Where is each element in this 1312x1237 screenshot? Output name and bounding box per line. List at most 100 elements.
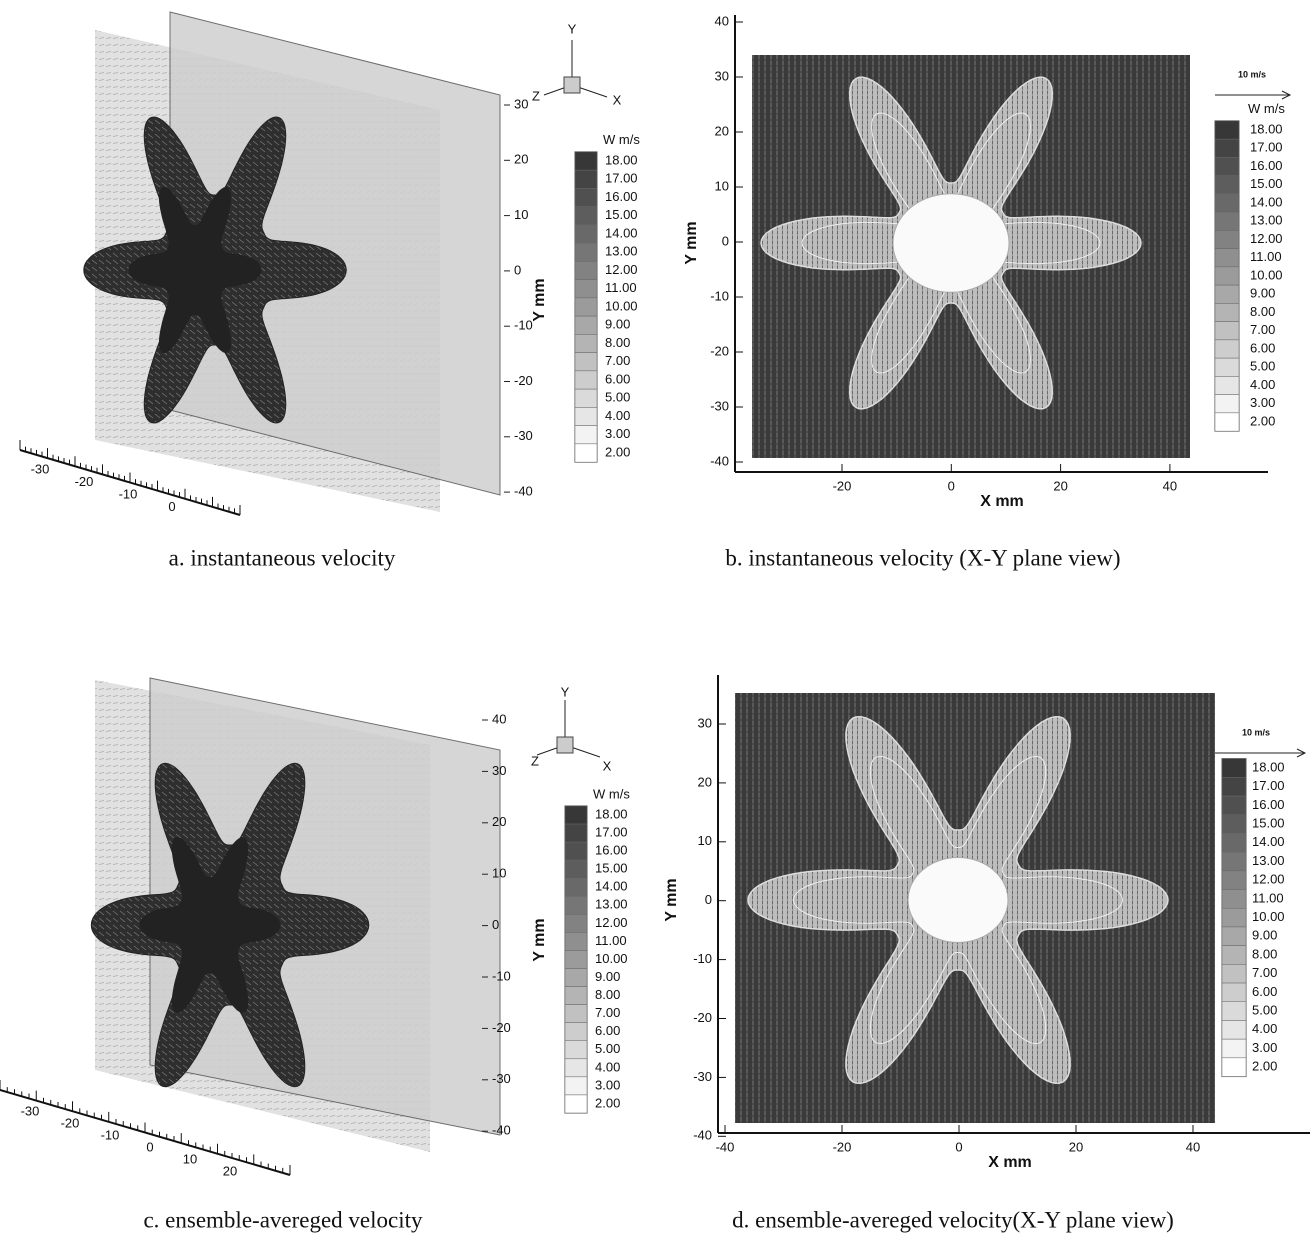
- legend-swatch: [1222, 1058, 1246, 1077]
- y-tick-label: -40: [492, 1123, 511, 1138]
- legend-swatch: [575, 353, 597, 371]
- legend-label: 4.00: [1250, 377, 1275, 392]
- y-tick-label: -30: [514, 428, 533, 443]
- y-axis-label: Y mm: [531, 278, 548, 321]
- triad-cube: [557, 737, 573, 753]
- legend-swatch: [565, 1095, 587, 1113]
- legend-swatch: [565, 914, 587, 932]
- legend-swatch: [575, 170, 597, 188]
- legend-swatch: [575, 426, 597, 444]
- x-tick-label: -20: [75, 474, 94, 489]
- legend-swatch: [575, 225, 597, 243]
- legend-swatch: [565, 806, 587, 824]
- legend-swatch: [1222, 871, 1246, 890]
- legend-swatch: [575, 334, 597, 352]
- legend-swatch: [1222, 833, 1246, 852]
- legend-swatch: [575, 243, 597, 261]
- y-tick-label: 20: [492, 814, 506, 829]
- legend-label: 6.00: [595, 1023, 620, 1038]
- legend-label: 3.00: [1250, 395, 1275, 410]
- legend-label: 2.00: [595, 1095, 620, 1110]
- legend-label: 2.00: [1252, 1059, 1277, 1074]
- x-tick-label: 10: [183, 1151, 197, 1166]
- legend-swatch: [1222, 983, 1246, 1002]
- y-axis-label: Y mm: [683, 221, 700, 264]
- legend-swatch: [1222, 777, 1246, 796]
- y-tick-label: -10: [492, 968, 511, 983]
- legend-swatch: [575, 389, 597, 407]
- legend-swatch: [1215, 413, 1239, 431]
- legend-label: 17.00: [605, 171, 638, 186]
- y-tick-label: 30: [492, 763, 506, 778]
- legend-label: 10.00: [1252, 909, 1285, 924]
- legend-swatch: [1222, 964, 1246, 983]
- legend-swatch: [1222, 890, 1246, 909]
- legend-swatch: [575, 316, 597, 334]
- legend-label: 5.00: [1252, 1003, 1277, 1018]
- legend-label: 15.00: [1252, 816, 1285, 831]
- legend-label: 11.00: [1252, 890, 1284, 905]
- legend-label: 10.00: [595, 951, 628, 966]
- legend-label: 18.00: [1250, 121, 1283, 136]
- legend-label: 17.00: [1250, 140, 1283, 155]
- legend-label: 7.00: [1250, 322, 1275, 337]
- x-tick-label: -30: [31, 461, 50, 476]
- legend-swatch: [565, 987, 587, 1005]
- legend-label: 11.00: [1250, 249, 1282, 264]
- x-axis-label: X mm: [980, 493, 1024, 510]
- y-tick-label: -40: [693, 1128, 712, 1143]
- legend-label: 9.00: [1250, 286, 1275, 301]
- legend-swatch: [575, 280, 597, 298]
- legend-swatch: [1215, 376, 1239, 394]
- y-tick-label: 10: [514, 207, 528, 222]
- legend-label: 3.00: [605, 426, 630, 441]
- legend-label: 5.00: [605, 390, 630, 405]
- legend-swatch: [565, 1023, 587, 1041]
- y-tick-label: 20: [698, 774, 712, 789]
- y-tick-label: 10: [698, 833, 712, 848]
- triad-label: X: [613, 92, 622, 107]
- legend-swatch: [1222, 1002, 1246, 1021]
- legend-label: 4.00: [595, 1059, 620, 1074]
- legend-swatch: [1222, 815, 1246, 834]
- legend-label: 9.00: [1252, 928, 1277, 943]
- legend-swatch: [565, 842, 587, 860]
- legend-label: 18.00: [605, 152, 638, 167]
- x-tick-label: 0: [168, 499, 175, 514]
- legend-label: 15.00: [1250, 176, 1283, 191]
- y-tick-label: -20: [492, 1020, 511, 1035]
- y-tick-label: 10: [492, 866, 506, 881]
- legend-swatch: [1215, 157, 1239, 175]
- y-tick-label: -20: [693, 1010, 712, 1025]
- caption: b. instantaneous velocity (X-Y plane vie…: [725, 545, 1120, 570]
- legend-swatch: [1222, 1020, 1246, 1039]
- legend-label: 18.00: [1252, 759, 1285, 774]
- y-tick-label: 0: [705, 892, 712, 907]
- legend-label: 13.00: [595, 897, 628, 912]
- legend-swatch: [1222, 796, 1246, 815]
- legend-swatch: [1215, 267, 1239, 285]
- legend-title: W m/s: [603, 132, 640, 147]
- y-tick-label: 20: [514, 152, 528, 167]
- y-tick-label: -30: [710, 398, 729, 413]
- legend-label: 12.00: [1252, 872, 1285, 887]
- y-axis-label: Y mm: [663, 878, 680, 921]
- legend-label: 17.00: [595, 824, 628, 839]
- legend-swatch: [1222, 852, 1246, 871]
- figure: 3020100-10-20-30-40Y mm-30-20-100YZX18.0…: [0, 0, 1312, 1237]
- legend-swatch: [1215, 303, 1239, 321]
- x-tick-label: -30: [21, 1103, 40, 1118]
- legend-swatch: [1222, 908, 1246, 927]
- triad-label: Y: [568, 21, 577, 36]
- legend-swatch: [1215, 340, 1239, 358]
- y-tick-label: 40: [715, 13, 729, 28]
- y-tick-label: -30: [492, 1071, 511, 1086]
- legend-label: 12.00: [605, 262, 638, 277]
- legend-swatch: [565, 860, 587, 878]
- legend-swatch: [565, 896, 587, 914]
- legend-label: 11.00: [605, 280, 637, 295]
- legend-label: 13.00: [1252, 853, 1285, 868]
- x-tick-label: 0: [955, 1139, 962, 1154]
- legend-label: 2.00: [605, 444, 630, 459]
- y-tick-label: -20: [514, 373, 533, 388]
